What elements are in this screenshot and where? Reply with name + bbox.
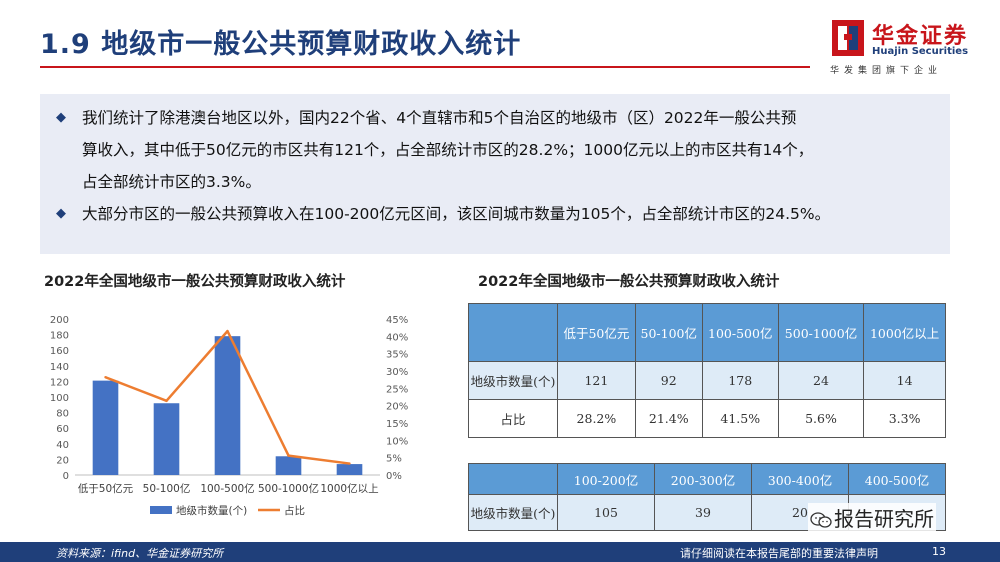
footer-disclaimer: 请仔细阅读在本报告尾部的重要法律声明	[680, 547, 878, 560]
y-right-tick-label: 15%	[386, 419, 408, 430]
table-cell: 121	[557, 361, 636, 400]
y-right-tick-label: 30%	[386, 367, 408, 378]
table-row-label: 地级市数量(个)	[468, 494, 558, 531]
table-header-cell	[468, 303, 558, 362]
summary-bullet-text: 大部分市区的一般公共预算收入在100-200亿元区间，该区间城市数量为105个，…	[82, 205, 831, 223]
revenue-combo-chart: 0 20 40 60 80 100 120 140 160 180 200 0% 5% 10% 15% 20%…	[50, 315, 408, 517]
table-header-cell: 200-300亿	[654, 463, 752, 495]
y-left-tick-label: 200	[50, 315, 69, 326]
watermark-text: 报告研究所	[834, 507, 934, 531]
page-title: 1.9 地级市一般公共预算财政收入统计	[40, 29, 522, 60]
table-header-cell	[468, 463, 558, 495]
bar	[214, 336, 241, 475]
table-header-cell: 1000亿以上	[863, 303, 946, 362]
ratio-point	[104, 376, 107, 379]
y-right-tick-label: 20%	[386, 402, 408, 413]
y-right-tick-label: 35%	[386, 350, 408, 361]
table-cell: 24	[777, 361, 865, 400]
watermark: 报告研究所	[808, 503, 936, 532]
x-tick-label: 1000亿以上	[320, 482, 378, 495]
table-cell: 14	[863, 361, 946, 400]
table-cell: 5.6%	[777, 399, 865, 438]
table-header-cell: 300-400亿	[751, 463, 849, 495]
title-divider	[40, 66, 810, 68]
y-left-tick-label: 80	[56, 409, 69, 420]
ratio-point	[165, 399, 168, 403]
table-header-row: 低于50亿元 50-100亿 100-500亿 500-1000亿 1000亿以…	[468, 303, 946, 362]
y-left-tick-label: 40	[56, 440, 69, 451]
table-header-cell: 50-100亿	[634, 303, 703, 362]
legend-bar-label: 地级市数量(个)	[176, 504, 247, 517]
table-header-cell: 低于50亿元	[557, 303, 636, 362]
logo-name-en: Huajin Securities	[872, 46, 969, 57]
huajin-logo-icon	[832, 20, 864, 56]
ratio-point	[226, 329, 229, 333]
y-left-tick-label: 100	[50, 393, 69, 404]
table-cell: 3.3%	[863, 399, 946, 438]
table-cell: 105	[557, 494, 655, 531]
bar	[275, 456, 302, 475]
y-right-tick-label: 5%	[386, 454, 402, 465]
ratio-point	[287, 454, 290, 457]
table-cell: 21.4%	[634, 399, 703, 438]
wechat-icon	[810, 512, 832, 528]
x-tick-label: 100-500亿	[200, 482, 254, 495]
summary-bullet: ◆ 大部分市区的一般公共预算收入在100-200亿元区间，该区间城市数量为105…	[56, 198, 950, 230]
legend-line-label: 占比	[284, 504, 305, 517]
table-header-cell: 400-500亿	[848, 463, 946, 495]
y-left-tick-label: 140	[50, 362, 69, 373]
table-header-row: 100-200亿 200-300亿 300-400亿 400-500亿	[468, 463, 946, 495]
y-left-tick-label: 160	[50, 346, 69, 357]
summary-box: ◆ 我们统计了除港澳台地区以外，国内22个省、4个直辖市和5个自治区的地级市（区…	[40, 94, 950, 254]
revenue-table-main: 低于50亿元 50-100亿 100-500亿 500-1000亿 1000亿以…	[468, 303, 946, 438]
table-row: 占比 28.2% 21.4% 41.5% 5.6% 3.3%	[468, 399, 946, 438]
footer-bar: 资料来源：ifind、华金证券研究所 请仔细阅读在本报告尾部的重要法律声明 13	[0, 542, 1000, 562]
table-cell: 39	[654, 494, 752, 531]
x-tick-label: 50-100亿	[143, 482, 191, 495]
diamond-bullet-icon: ◆	[56, 206, 66, 221]
y-right-tick-label: 40%	[386, 332, 408, 343]
table-header-cell: 100-500亿	[701, 303, 779, 362]
summary-bullet-text: 我们统计了除港澳台地区以外，国内22个省、4个直辖市和5个自治区的地级市（区）2…	[82, 109, 814, 191]
y-right-tick-label: 0%	[386, 471, 402, 482]
x-tick-label: 低于50亿元	[78, 482, 134, 495]
table-cell: 28.2%	[557, 399, 636, 438]
bar	[336, 464, 363, 475]
diamond-bullet-icon: ◆	[56, 110, 66, 125]
summary-bullet: ◆ 我们统计了除港澳台地区以外，国内22个省、4个直辖市和5个自治区的地级市（区…	[56, 102, 950, 198]
y-right-tick-label: 10%	[386, 436, 408, 447]
table-title: 2022年全国地级市一般公共预算财政收入统计	[478, 274, 780, 290]
company-logo: 华金证券 Huajin Securities 华发集团旗下企业	[830, 18, 980, 78]
bar	[92, 380, 119, 475]
table-cell: 92	[634, 361, 703, 400]
y-left-tick-label: 0	[63, 471, 69, 482]
logo-slogan: 华发集团旗下企业	[830, 66, 943, 76]
bar	[153, 403, 180, 475]
y-right-tick-label: 45%	[386, 315, 408, 326]
y-left-tick-label: 180	[50, 331, 69, 342]
table-cell: 178	[701, 361, 779, 400]
footer-source: 资料来源：ifind、华金证券研究所	[56, 547, 224, 560]
chart-title: 2022年全国地级市一般公共预算财政收入统计	[44, 274, 346, 290]
x-tick-label: 500-1000亿	[258, 482, 319, 495]
y-left-tick-label: 20	[56, 455, 69, 466]
page-number: 13	[932, 545, 946, 558]
table-row: 地级市数量(个) 121 92 178 24 14	[468, 361, 946, 400]
legend-bar-swatch	[150, 506, 172, 514]
table-header-cell: 100-200亿	[557, 463, 655, 495]
table-row-label: 地级市数量(个)	[468, 361, 558, 400]
logo-name-cn: 华金证券	[872, 24, 969, 49]
table-header-cell: 500-1000亿	[777, 303, 865, 362]
ratio-point	[348, 462, 351, 465]
y-right-tick-label: 25%	[386, 384, 408, 395]
table-cell: 41.5%	[701, 399, 779, 438]
table-row-label: 占比	[468, 399, 558, 438]
y-left-tick-label: 60	[56, 424, 69, 435]
y-left-tick-label: 120	[50, 377, 69, 388]
